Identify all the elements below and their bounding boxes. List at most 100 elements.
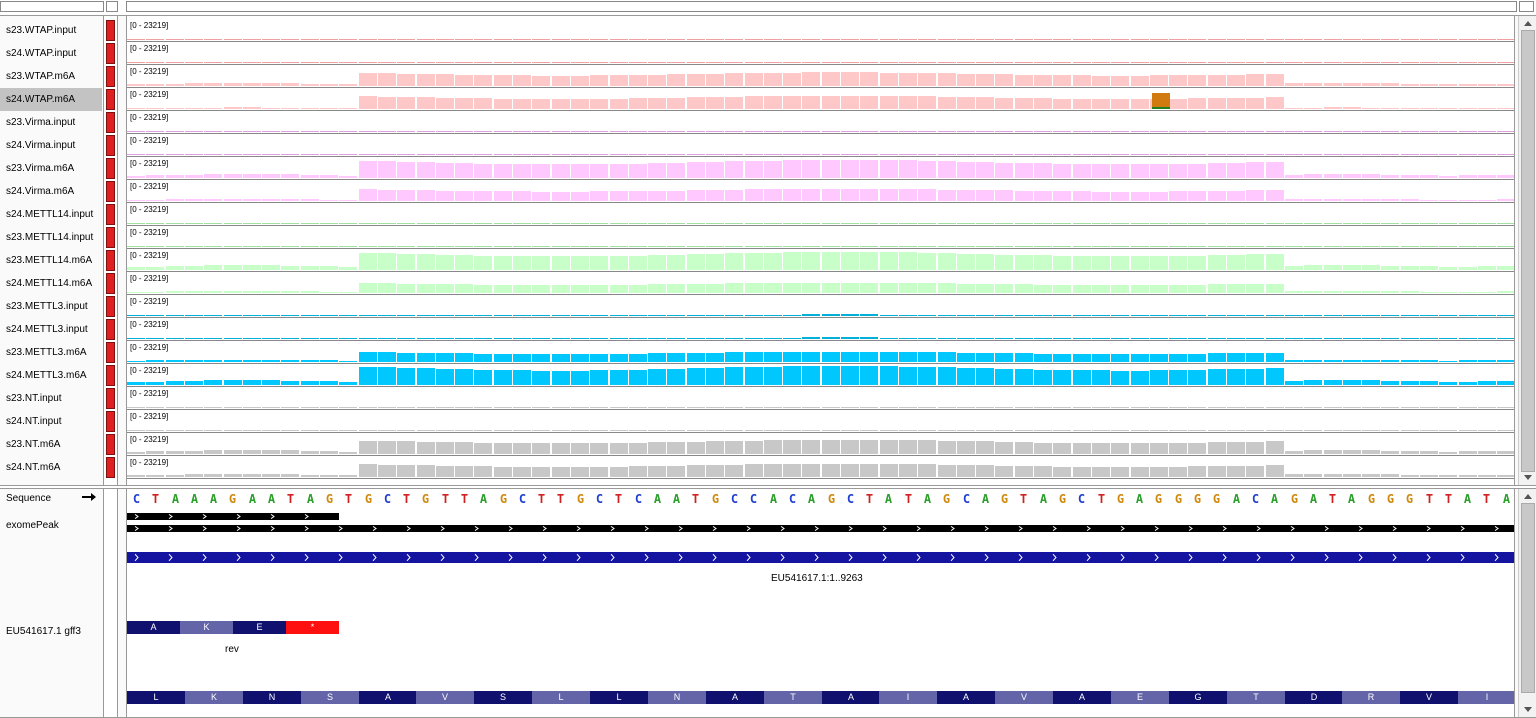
track-row[interactable]: [0 - 23219]	[127, 410, 1514, 433]
track-row[interactable]: [0 - 23219]	[127, 318, 1514, 341]
attribute-swatch[interactable]	[106, 273, 115, 294]
attribute-swatch[interactable]	[106, 388, 115, 409]
coverage-bar	[629, 430, 647, 431]
track-name[interactable]: s24.NT.input	[6, 416, 62, 427]
track-row[interactable]: [0 - 23219]	[127, 19, 1514, 42]
gene-feature[interactable]	[127, 552, 1514, 563]
track-row[interactable]: [0 - 23219]	[127, 295, 1514, 318]
scroll-down-icon[interactable]	[1524, 707, 1532, 712]
track-row[interactable]: [0 - 23219]	[127, 203, 1514, 226]
track-name[interactable]: s23.WTAP.input	[6, 25, 77, 36]
coverage-bar	[899, 367, 917, 385]
coverage-bar	[899, 338, 917, 339]
sequence-base: G	[1154, 492, 1163, 506]
track-name[interactable]: s23.METTL3.m6A	[6, 347, 87, 358]
coverage-bar	[1227, 131, 1245, 132]
gff-track-name[interactable]: EU541617.1 gff3	[6, 626, 81, 637]
track-row[interactable]: [0 - 23219]	[127, 433, 1514, 456]
scroll-down-icon[interactable]	[1524, 475, 1532, 480]
attribute-swatch[interactable]	[106, 227, 115, 248]
attribute-swatch[interactable]	[106, 135, 115, 156]
track-data-area[interactable]: [0 - 23219] [0 - 23219] [0 - 23219] [0 - 23…	[126, 16, 1515, 485]
track-row[interactable]: [0 - 23219]	[127, 111, 1514, 134]
track-name[interactable]: s23.NT.input	[6, 393, 62, 404]
track-row[interactable]: [0 - 23219]	[127, 456, 1514, 479]
coverage-bar	[1015, 191, 1033, 201]
track-row[interactable]: [0 - 23219]	[127, 249, 1514, 272]
attribute-swatch[interactable]	[106, 250, 115, 271]
coverage-bar	[1285, 108, 1303, 109]
track-name[interactable]: s24.Virma.input	[6, 140, 76, 151]
coverage-bar	[995, 407, 1013, 408]
coverage-bar	[436, 154, 454, 155]
sequence-base: G	[499, 492, 508, 506]
track-name[interactable]: s24.METTL3.m6A	[6, 370, 87, 381]
coverage-bar	[1131, 407, 1149, 408]
strand-arrow-icon[interactable]	[82, 493, 96, 501]
exomepeak-feature-long[interactable]	[127, 525, 1514, 532]
attribute-swatch[interactable]	[106, 204, 115, 225]
data-panel-scrollbar[interactable]	[1518, 16, 1536, 485]
track-row[interactable]: [0 - 23219]	[127, 364, 1514, 387]
track-row[interactable]: [0 - 23219]	[127, 157, 1514, 180]
track-row[interactable]: [0 - 23219]	[127, 226, 1514, 249]
attribute-swatch[interactable]	[106, 365, 115, 386]
track-name[interactable]: s24.NT.m6A	[6, 462, 61, 473]
track-name[interactable]: s24.METTL3.input	[6, 324, 88, 335]
attribute-swatch[interactable]	[106, 181, 115, 202]
attribute-swatch[interactable]	[106, 457, 115, 478]
attribute-swatch[interactable]	[106, 112, 115, 133]
track-name[interactable]: s23.Virma.m6A	[6, 163, 75, 174]
track-row[interactable]: [0 - 23219]	[127, 134, 1514, 157]
exomepeak-track-name[interactable]: exomePeak	[6, 520, 59, 531]
coverage-bar	[1092, 285, 1110, 293]
attribute-swatch[interactable]	[106, 319, 115, 340]
track-row[interactable]: [0 - 23219]	[127, 341, 1514, 364]
coverage-bar	[1381, 39, 1399, 40]
sequence-base: G	[421, 492, 430, 506]
track-name[interactable]: s23.Virma.input	[6, 117, 76, 128]
track-name[interactable]: s24.WTAP.m6A	[0, 88, 102, 111]
attribute-swatch[interactable]	[106, 158, 115, 179]
scroll-thumb[interactable]	[1521, 503, 1535, 693]
track-name[interactable]: s23.METTL3.input	[6, 301, 88, 312]
track-row[interactable]: [0 - 23219]	[127, 272, 1514, 295]
coverage-bar	[783, 246, 801, 247]
amino-acid: K	[180, 621, 233, 634]
feature-panel-scrollbar[interactable]	[1518, 489, 1536, 717]
mismatch-bar[interactable]	[1152, 93, 1170, 109]
track-row[interactable]: [0 - 23219]	[127, 42, 1514, 65]
attribute-swatch[interactable]	[106, 342, 115, 363]
coverage-bar	[822, 246, 840, 247]
track-row[interactable]: [0 - 23219]	[127, 88, 1514, 111]
track-name[interactable]: s24.Virma.m6A	[6, 186, 75, 197]
attribute-swatch[interactable]	[106, 411, 115, 432]
sequence-base: G	[576, 492, 585, 506]
coverage-bar	[610, 131, 628, 132]
coverage-bar	[725, 338, 743, 339]
scroll-up-icon[interactable]	[1524, 494, 1532, 499]
attribute-swatch[interactable]	[106, 43, 115, 64]
attribute-swatch[interactable]	[106, 296, 115, 317]
track-name[interactable]: s24.METTL14.m6A	[6, 278, 93, 289]
attribute-swatch[interactable]	[106, 66, 115, 87]
track-name[interactable]: s23.WTAP.m6A	[6, 71, 76, 82]
track-name[interactable]: s23.METTL14.m6A	[6, 255, 93, 266]
track-row[interactable]: [0 - 23219]	[127, 180, 1514, 203]
track-row[interactable]: [0 - 23219]	[127, 387, 1514, 410]
track-name[interactable]: s23.METTL14.input	[6, 232, 94, 243]
sequence-track-name[interactable]: Sequence	[6, 493, 52, 504]
track-name[interactable]: s23.NT.m6A	[6, 439, 61, 450]
attribute-swatch[interactable]	[106, 434, 115, 455]
scroll-up-icon[interactable]	[1524, 21, 1532, 26]
coverage-bar	[995, 154, 1013, 155]
attribute-swatch[interactable]	[106, 20, 115, 41]
exomepeak-feature-short[interactable]	[127, 513, 339, 520]
track-name[interactable]: s24.METTL14.input	[6, 209, 94, 220]
track-name[interactable]: s24.WTAP.input	[6, 48, 77, 59]
track-row[interactable]: [0 - 23219]	[127, 65, 1514, 88]
scroll-thumb[interactable]	[1521, 30, 1535, 472]
attribute-swatch[interactable]	[106, 89, 115, 110]
coverage-bar	[802, 131, 820, 132]
